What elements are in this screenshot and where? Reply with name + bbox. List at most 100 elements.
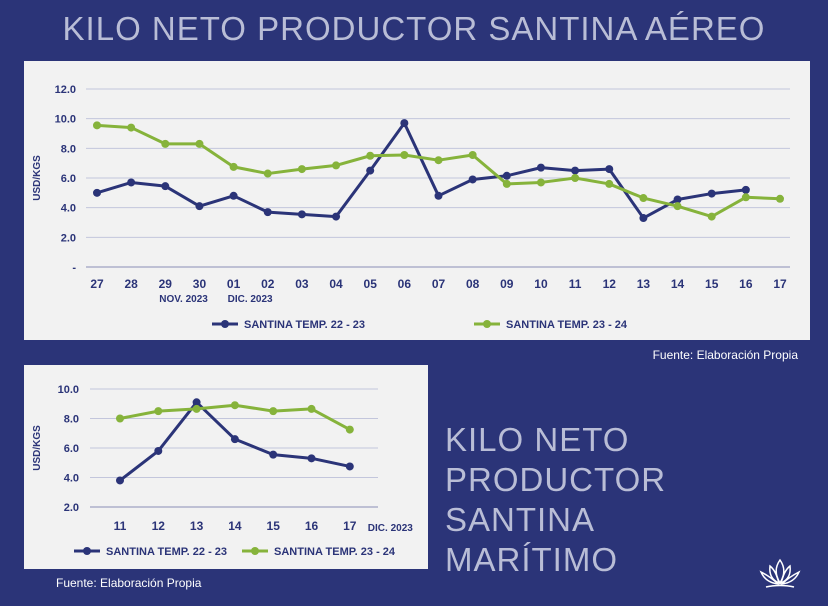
x-tick-label: 17 bbox=[773, 277, 787, 291]
x-suffix-label: DIC. 2023 bbox=[368, 523, 413, 534]
series-23-24-point bbox=[93, 121, 101, 130]
x-tick-label: 12 bbox=[603, 277, 617, 291]
series-23-24-point bbox=[707, 212, 716, 221]
x-tick-label: 29 bbox=[159, 277, 173, 291]
x-tick-label: 14 bbox=[228, 519, 242, 533]
x-tick-label: 16 bbox=[739, 277, 753, 291]
side-title-line: PRODUCTOR bbox=[445, 461, 667, 498]
legend-label: SANTINA TEMP. 22 - 23 bbox=[106, 546, 227, 558]
series-22-23-point bbox=[366, 166, 375, 175]
side-title-line: MARÍTIMO bbox=[445, 541, 618, 578]
series-23-24-point bbox=[536, 178, 545, 187]
x-tick-label: 10 bbox=[534, 277, 548, 291]
series-23-24-point bbox=[229, 162, 238, 171]
side-title-line: KILO NETO bbox=[445, 421, 630, 458]
series-23-24-point bbox=[297, 165, 306, 174]
x-tick-label: 05 bbox=[364, 277, 378, 291]
series-22-23-point bbox=[263, 208, 272, 217]
series-23-24-point bbox=[332, 161, 341, 170]
y-tick-label: 4.0 bbox=[61, 203, 76, 215]
x-tick-label: 03 bbox=[295, 277, 309, 291]
y-tick-label: 10.0 bbox=[58, 384, 79, 396]
y-tick-label: 4.0 bbox=[64, 473, 79, 485]
series-22-23-point bbox=[468, 175, 477, 184]
x-tick-label: 30 bbox=[193, 277, 207, 291]
series-22-23-point bbox=[192, 398, 201, 407]
series-23-24-point bbox=[269, 407, 278, 416]
source-note-bottom: Fuente: Elaboración Propia bbox=[56, 576, 202, 590]
series-22-23-point bbox=[332, 212, 341, 221]
series-23-24-point bbox=[307, 404, 316, 413]
series-23-24-point bbox=[366, 151, 375, 160]
x-tick-label: 13 bbox=[190, 519, 204, 533]
series-23-24-point bbox=[230, 401, 239, 410]
series-23-24-point bbox=[127, 123, 136, 132]
series-23-24-point bbox=[263, 169, 272, 178]
x-tick-label: 28 bbox=[124, 277, 138, 291]
legend-swatch-marker bbox=[251, 547, 259, 555]
y-tick-label: - bbox=[72, 262, 76, 274]
legend-label: SANTINA TEMP. 22 - 23 bbox=[244, 319, 365, 331]
y-tick-label: 12.0 bbox=[55, 84, 76, 96]
series-22-23-point bbox=[571, 166, 580, 175]
legend-label: SANTINA TEMP. 23 - 24 bbox=[274, 546, 396, 558]
series-23-24-point bbox=[741, 193, 750, 202]
series-22-23-point bbox=[434, 191, 443, 200]
page-title: KILO NETO PRODUCTOR SANTINA AÉREO bbox=[62, 10, 766, 47]
series-22-23-point bbox=[127, 178, 136, 187]
y-tick-label: 8.0 bbox=[64, 414, 79, 426]
series-22-23-point bbox=[502, 171, 511, 180]
series-22-23-point bbox=[741, 185, 750, 194]
series-22-23-point bbox=[161, 182, 170, 191]
series-23-24-point bbox=[154, 407, 163, 416]
series-22-23-point bbox=[536, 163, 545, 172]
series-22-23-line bbox=[96, 121, 747, 220]
series-23-24-point bbox=[605, 179, 614, 188]
x-tick-label: 13 bbox=[637, 277, 651, 291]
x-sublabel: NOV. 2023 bbox=[159, 294, 208, 305]
x-tick-label: 17 bbox=[343, 519, 357, 533]
series-22-23-point bbox=[400, 119, 409, 128]
series-22-23-point bbox=[154, 446, 163, 455]
legend-swatch-marker bbox=[221, 320, 229, 328]
y-tick-label: 6.0 bbox=[61, 173, 76, 185]
y-tick-label: 2.0 bbox=[61, 232, 76, 244]
y-tick-label: 8.0 bbox=[61, 143, 76, 155]
y-tick-label: 2.0 bbox=[64, 502, 79, 514]
series-23-24-point bbox=[434, 156, 443, 165]
series-23-24-point bbox=[468, 151, 477, 160]
series-22-23-point bbox=[605, 165, 614, 174]
side-title-line: SANTINA bbox=[445, 501, 596, 538]
x-tick-label: 15 bbox=[705, 277, 719, 291]
x-tick-label: 04 bbox=[329, 277, 343, 291]
x-tick-label: 12 bbox=[152, 519, 166, 533]
series-22-23-point bbox=[116, 476, 124, 485]
y-tick-label: 6.0 bbox=[64, 443, 79, 455]
source-note-top: Fuente: Elaboración Propia bbox=[652, 348, 798, 362]
series-23-24-point bbox=[571, 174, 580, 182]
y-axis-title: USD/KGS bbox=[32, 425, 43, 471]
series-23-24-point bbox=[161, 139, 170, 148]
series-23-24-point bbox=[192, 404, 201, 413]
series-22-23-point bbox=[93, 188, 101, 197]
series-23-24-point bbox=[345, 425, 354, 434]
series-22-23-point bbox=[707, 189, 716, 198]
x-tick-label: 11 bbox=[569, 277, 582, 291]
series-23-24-point bbox=[776, 194, 784, 203]
series-22-23-point bbox=[673, 195, 682, 204]
series-23-24-point bbox=[195, 139, 204, 148]
legend-swatch-marker bbox=[483, 320, 491, 328]
x-tick-label: 07 bbox=[432, 277, 446, 291]
x-tick-label: 06 bbox=[398, 277, 412, 291]
legend-label: SANTINA TEMP. 23 - 24 bbox=[506, 319, 628, 331]
series-22-23-point bbox=[345, 462, 354, 471]
series-22-23-point bbox=[195, 202, 204, 211]
sea-chart-panel: 2.0 4.0 6.0 8.0 10.0 USD/KGS 11 12 13 14 15 16 17 DIC… bbox=[24, 365, 428, 569]
series-23-24-point bbox=[400, 151, 409, 160]
series-23-24-point bbox=[502, 179, 511, 188]
x-tick-label: 11 bbox=[114, 519, 127, 533]
series-23-24-point bbox=[116, 414, 124, 423]
x-tick-label: 08 bbox=[466, 277, 480, 291]
y-tick-label: 10.0 bbox=[55, 114, 76, 126]
series-23-24-point bbox=[673, 202, 682, 211]
